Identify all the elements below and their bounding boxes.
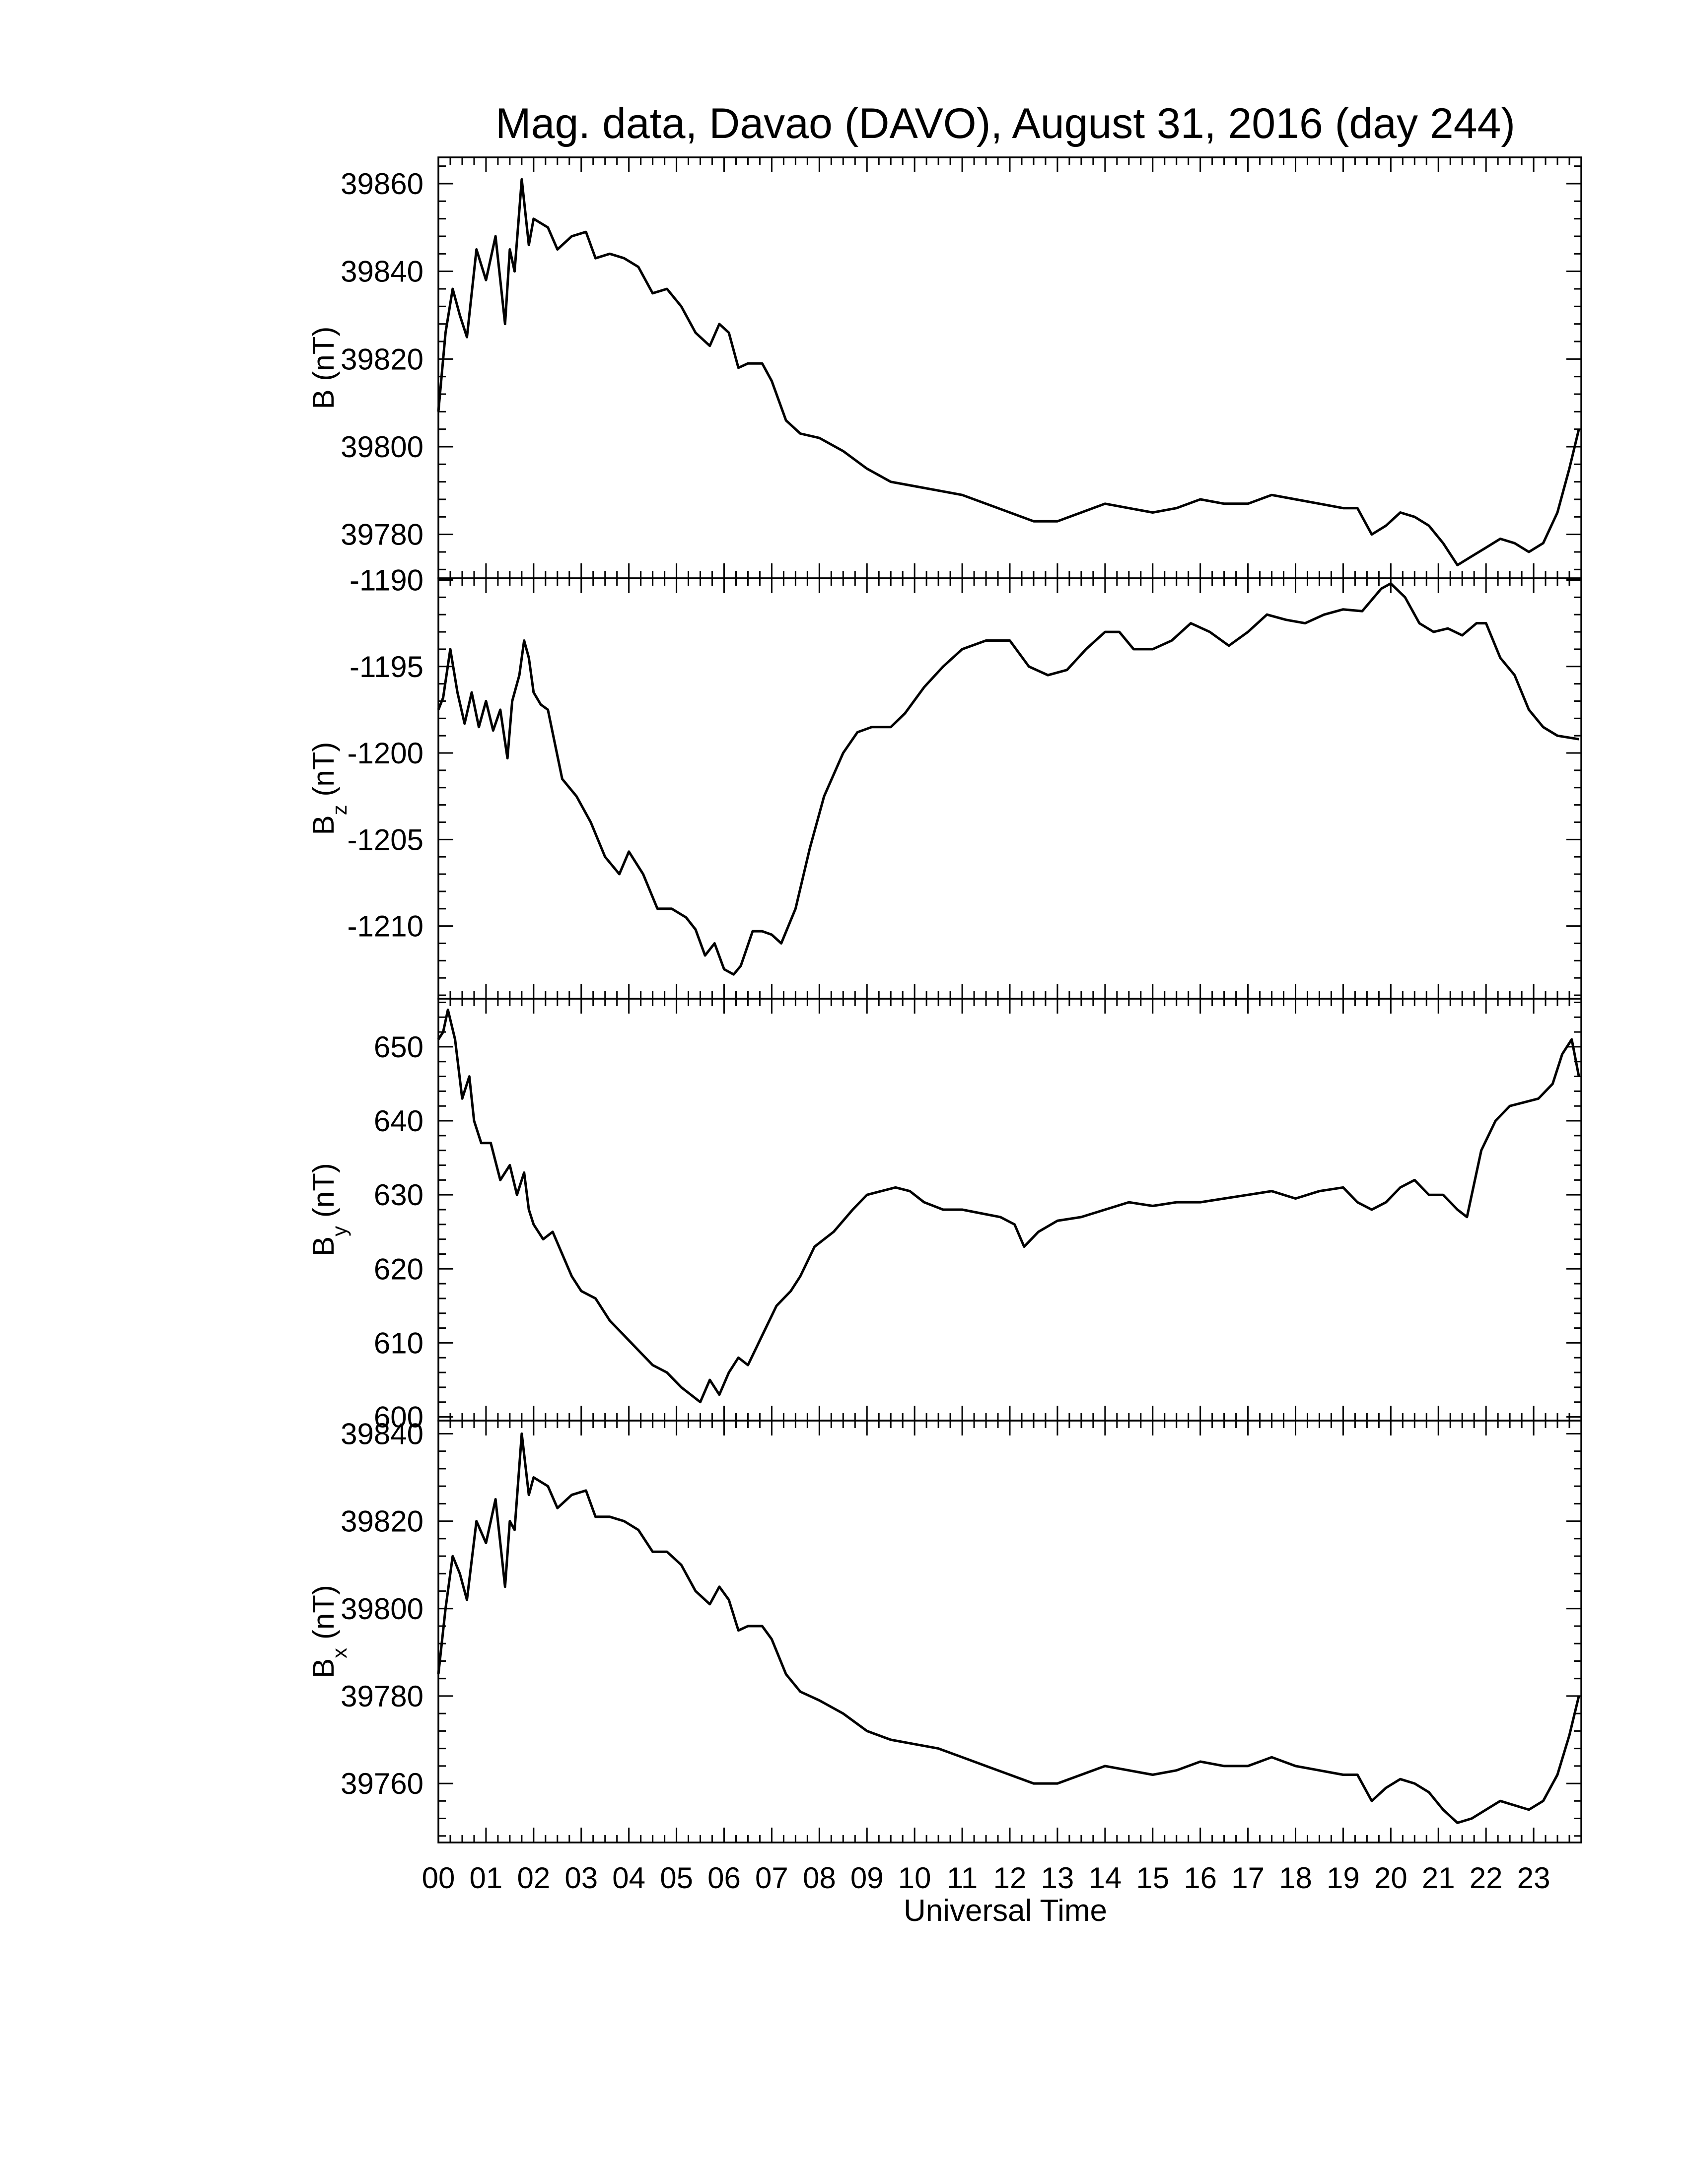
- y-axis-label-unit: (nT): [307, 742, 340, 805]
- y-axis: -1210 -1205 -1200 -1195 -1190: [348, 563, 1581, 996]
- y-axis-label: By (nT): [307, 1163, 351, 1256]
- y-tick-label: 630: [374, 1178, 423, 1212]
- y-tick-label: 39800: [341, 430, 423, 464]
- x-tick-label: 02: [517, 1861, 550, 1895]
- y-tick-label: -1210: [348, 910, 423, 943]
- figure-title: Mag. data, Davao (DAVO), August 31, 2016…: [495, 100, 1515, 147]
- y-axis-label-unit: (nT): [307, 1585, 340, 1648]
- y-tick-label: 39760: [341, 1767, 423, 1800]
- x-tick-label: 20: [1374, 1861, 1407, 1895]
- y-axis-label-subscript: y: [328, 1226, 351, 1236]
- y-tick-label: 39840: [341, 1417, 423, 1450]
- x-tick-label: 15: [1136, 1861, 1169, 1895]
- x-tick-label: 07: [755, 1861, 788, 1895]
- panel-by: 600 610 620 630 640 650 By (nT): [307, 998, 1582, 1434]
- y-axis-label-main: B: [307, 389, 340, 409]
- y-tick-label: 39780: [341, 518, 423, 551]
- y-tick-label: 39780: [341, 1680, 423, 1713]
- y-tick-label: 39820: [341, 1505, 423, 1538]
- x-tick-label: 03: [564, 1861, 598, 1895]
- y-axis: 600 610 620 630 640 650: [374, 1001, 1581, 1434]
- panels-group: 39780 39800 39820 39840 39860 B (nT) -1210 -120…: [307, 156, 1582, 1843]
- x-tick-label: 21: [1422, 1861, 1455, 1895]
- y-tick-label: 610: [374, 1326, 423, 1360]
- y-tick-label: 39820: [341, 342, 423, 376]
- x-ticks: [437, 578, 1582, 999]
- panel-b: 39780 39800 39820 39840 39860 B (nT): [307, 156, 1582, 579]
- x-tick-label: 17: [1231, 1861, 1265, 1895]
- x-tick-label: 06: [707, 1861, 741, 1895]
- series-line-bz: [437, 582, 1579, 976]
- x-tick-label: 19: [1327, 1861, 1360, 1895]
- y-axis-label-unit: (nT): [307, 327, 340, 390]
- x-tick-label: 13: [1041, 1861, 1074, 1895]
- y-tick-label: -1195: [350, 650, 423, 683]
- y-axis: 39780 39800 39820 39840 39860: [341, 165, 1581, 570]
- y-tick-label: 39840: [341, 255, 423, 288]
- y-axis-label-main: B: [307, 1658, 340, 1678]
- x-ticks: [437, 157, 1582, 578]
- x-tick-label: 22: [1470, 1861, 1503, 1895]
- y-axis-label-main: B: [307, 1236, 340, 1256]
- y-axis-label: Bz (nT): [307, 742, 351, 835]
- y-tick-label: -1205: [348, 823, 423, 856]
- y-axis-label: B (nT): [307, 327, 340, 410]
- y-tick-label: 640: [374, 1104, 423, 1138]
- y-axis: 39760 39780 39800 39820 39840: [341, 1417, 1581, 1837]
- y-axis-label-subscript: x: [328, 1648, 351, 1658]
- y-axis-label-main: B: [307, 815, 340, 835]
- x-tick-label: 01: [470, 1861, 503, 1895]
- series-line-by: [437, 1008, 1580, 1404]
- y-tick-label: 39860: [341, 167, 423, 201]
- series-line-bx: [437, 1432, 1580, 1824]
- y-axis-label-subscript: z: [328, 805, 351, 815]
- y-axis-label-unit: (nT): [307, 1163, 340, 1226]
- x-ticks: [437, 999, 1582, 1421]
- y-tick-label: 620: [374, 1252, 423, 1286]
- x-tick-label: 10: [898, 1861, 931, 1895]
- x-tick-label: 23: [1517, 1861, 1550, 1895]
- x-tick-label: 16: [1184, 1861, 1217, 1895]
- series-line-b: [437, 178, 1580, 566]
- y-tick-label: -1200: [348, 737, 423, 770]
- x-tick-label: 11: [947, 1861, 978, 1895]
- panel-bx: 39760 39780 39800 39820 39840 Bx (nT): [307, 1417, 1582, 1843]
- x-tick-label: 00: [422, 1861, 455, 1895]
- panel-bz: -1210 -1205 -1200 -1195 -1190 Bz (nT): [307, 563, 1582, 1000]
- y-tick-label: 650: [374, 1030, 423, 1064]
- x-tick-label: 12: [993, 1861, 1027, 1895]
- y-tick-label: 600: [374, 1401, 423, 1434]
- x-tick-label: 08: [803, 1861, 836, 1895]
- x-tick-label: 18: [1279, 1861, 1312, 1895]
- y-tick-label: 39800: [341, 1592, 423, 1626]
- x-axis-tick-labels: 00 01 02 03 04 05 06 07 08 09 10 11 12 13 14 15 16 17 18 19…: [422, 1861, 1550, 1895]
- y-tick-label: -1190: [350, 563, 423, 597]
- x-axis-label: Universal Time: [904, 1894, 1107, 1928]
- y-axis-label: Bx (nT): [307, 1585, 351, 1678]
- x-tick-label: 09: [850, 1861, 884, 1895]
- x-tick-label: 04: [612, 1861, 645, 1895]
- x-tick-label: 05: [660, 1861, 693, 1895]
- x-tick-label: 14: [1088, 1861, 1122, 1895]
